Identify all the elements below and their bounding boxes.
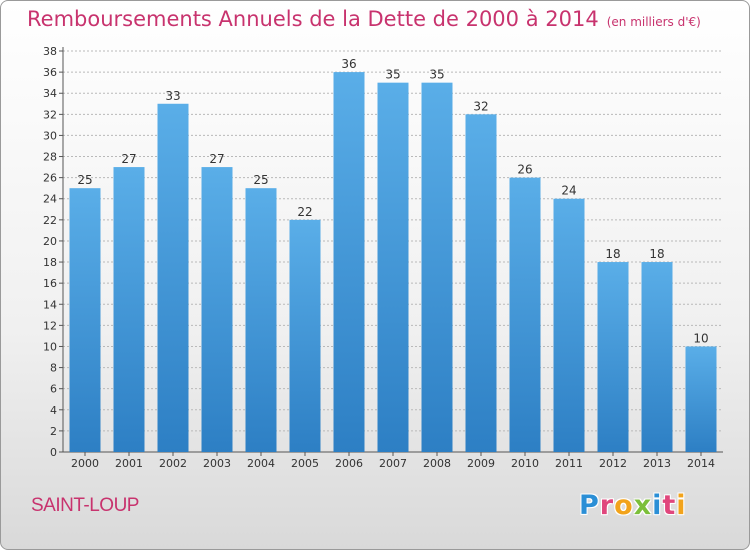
bar — [333, 72, 365, 453]
x-tick-label: 2007 — [379, 457, 407, 470]
bar — [685, 346, 717, 452]
x-tick-label: 2008 — [423, 457, 451, 470]
y-tick-label: 24 — [43, 193, 57, 206]
data-label: 25 — [253, 173, 268, 187]
y-tick-label: 36 — [43, 66, 57, 79]
data-label: 10 — [693, 331, 708, 345]
x-tick-label: 2013 — [643, 457, 671, 470]
data-label: 36 — [341, 57, 356, 71]
data-label: 18 — [649, 247, 664, 261]
data-label: 26 — [517, 163, 532, 177]
x-tick-label: 2005 — [291, 457, 319, 470]
y-tick-label: 8 — [50, 362, 57, 375]
y-tick-label: 22 — [43, 214, 57, 227]
x-tick-label: 2009 — [467, 457, 495, 470]
chart-title-text: Remboursements Annuels de la Dette de 20… — [27, 7, 599, 31]
y-tick-label: 34 — [43, 87, 57, 100]
data-label: 35 — [429, 68, 444, 82]
y-tick-label: 28 — [43, 151, 57, 164]
bar — [113, 167, 145, 452]
logo-letter: o — [614, 490, 634, 521]
x-tick-label: 2002 — [159, 457, 187, 470]
x-tick-label: 2003 — [203, 457, 231, 470]
x-tick-label: 2012 — [599, 457, 627, 470]
bar — [377, 82, 409, 452]
y-tick-label: 16 — [43, 277, 57, 290]
bar — [597, 262, 629, 452]
logo-letter: i — [676, 490, 687, 521]
bar — [553, 198, 585, 452]
x-tick-label: 2004 — [247, 457, 275, 470]
y-tick-label: 32 — [43, 108, 57, 121]
y-tick-label: 12 — [43, 319, 57, 332]
x-tick-label: 2006 — [335, 457, 363, 470]
y-tick-label: 4 — [50, 404, 57, 417]
data-label: 18 — [605, 247, 620, 261]
chart-unit: (en milliers d'€) — [606, 15, 701, 29]
x-tick-label: 2001 — [115, 457, 143, 470]
y-tick-label: 26 — [43, 172, 57, 185]
commune-name: SAINT-LOUP — [31, 495, 139, 516]
y-tick-label: 18 — [43, 256, 57, 269]
data-label: 35 — [385, 68, 400, 82]
y-tick-label: 30 — [43, 129, 57, 142]
chart-title: Remboursements Annuels de la Dette de 20… — [27, 7, 701, 31]
data-label: 27 — [209, 152, 224, 166]
data-label: 32 — [473, 99, 488, 113]
bar — [421, 82, 453, 452]
logo-letter: t — [662, 490, 677, 521]
bar — [157, 103, 189, 453]
y-tick-label: 6 — [50, 383, 57, 396]
data-label: 27 — [121, 152, 136, 166]
bar — [641, 262, 673, 452]
proxiti-logo: Proxiti — [579, 490, 687, 521]
x-tick-label: 2014 — [687, 457, 715, 470]
data-label: 22 — [297, 205, 312, 219]
x-tick-label: 2000 — [71, 457, 99, 470]
logo-letter: i — [652, 490, 663, 521]
bar — [509, 177, 541, 452]
y-tick-label: 20 — [43, 235, 57, 248]
x-tick-label: 2010 — [511, 457, 539, 470]
data-label: 33 — [165, 89, 180, 103]
bar — [245, 188, 277, 452]
bar — [201, 167, 233, 452]
data-label: 24 — [561, 184, 576, 198]
data-label: 25 — [77, 173, 92, 187]
x-tick-label: 2011 — [555, 457, 583, 470]
y-tick-label: 38 — [43, 45, 57, 58]
y-tick-label: 0 — [50, 446, 57, 459]
y-tick-label: 14 — [43, 298, 57, 311]
logo-letter: P — [579, 490, 600, 521]
logo-letter: r — [599, 490, 615, 521]
logo-letter: x — [633, 490, 653, 521]
bar — [465, 114, 497, 452]
y-tick-label: 10 — [43, 340, 57, 353]
bar — [289, 219, 321, 452]
bar — [69, 188, 101, 452]
y-tick-label: 2 — [50, 425, 57, 438]
